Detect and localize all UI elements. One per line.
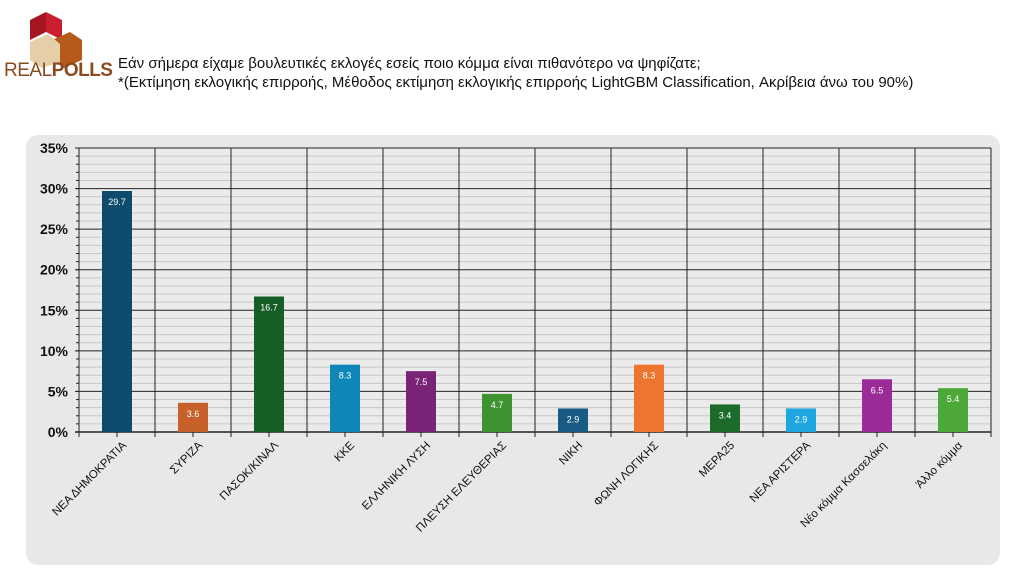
bar-3 <box>254 296 284 432</box>
bar-8 <box>634 364 664 432</box>
bar-5 <box>406 371 436 432</box>
data-label: 29.7 <box>108 197 126 207</box>
bar-2 <box>178 402 208 432</box>
x-tick-label: ΝΕΑ ΔΗΜΟΚΡΑΤΙΑ <box>50 439 129 518</box>
y-tick-label: 25% <box>40 221 69 237</box>
y-tick-label: 5% <box>48 383 69 399</box>
realpolls-logo <box>30 12 82 68</box>
bar-6 <box>482 393 512 432</box>
x-tick-label: ΠΑΣΟΚ/ΚΙΝΑΛ <box>218 439 281 502</box>
x-tick-label: ΕΛΛΗΝΙΚΗ ΛΥΣΗ <box>360 440 433 513</box>
y-tick-label: 30% <box>40 181 69 197</box>
data-label: 8.3 <box>339 371 352 381</box>
bar-7 <box>558 408 588 432</box>
data-label: 7.5 <box>415 377 428 387</box>
bar-4 <box>330 364 360 432</box>
y-tick-label: 10% <box>40 343 69 359</box>
data-label: 3.6 <box>187 409 200 419</box>
data-label: 6.5 <box>871 385 884 395</box>
bar-1 <box>102 191 132 432</box>
data-label: 5.4 <box>947 394 960 404</box>
x-tick-label: ΚΚΕ <box>332 439 357 464</box>
x-tick-label: ΝΙΚΗ <box>557 440 585 468</box>
logo-wordmark: REALPOLLS <box>4 60 113 81</box>
x-tick-label: ΜΕΡΑ25 <box>697 440 737 480</box>
data-label: 8.3 <box>643 371 656 381</box>
bar-10 <box>786 408 816 432</box>
data-label: 4.7 <box>491 400 504 410</box>
y-tick-label: 20% <box>40 262 69 278</box>
y-tick-label: 35% <box>40 140 69 156</box>
y-tick-label: 0% <box>48 424 69 440</box>
x-tick-label: ΣΥΡΙΖΑ <box>168 439 205 476</box>
x-tick-label: ΠΛΕΥΣΗ ΕΛΕΥΘΕΡΙΑΣ <box>414 440 509 535</box>
bar-11 <box>862 379 892 432</box>
y-tick-label: 15% <box>40 302 69 318</box>
x-tick-label: ΝΕΑ ΑΡΙΣΤΕΡΑ <box>748 439 814 505</box>
title-note: *(Εκτίμηση εκλογικής επιρροής, Μέθοδος ε… <box>118 74 914 91</box>
bar-12 <box>938 388 968 432</box>
data-label: 2.9 <box>567 414 580 424</box>
x-tick-label: Νέο κόμμα Κασσελάκη <box>799 440 890 531</box>
bar-9 <box>710 404 740 432</box>
x-tick-label: Άλλο κόμμα <box>914 439 966 491</box>
data-label: 16.7 <box>260 302 278 312</box>
data-label: 2.9 <box>795 414 808 424</box>
title-question: Εάν σήμερα είχαμε βουλευτικές εκλογές εσ… <box>118 55 701 72</box>
x-tick-label: ΦΩΝΗ ΛΟΓΙΚΗΣ <box>592 440 661 509</box>
data-label: 3.4 <box>719 410 732 420</box>
chart-title: Εάν σήμερα είχαμε βουλευτικές εκλογές εσ… <box>118 54 998 92</box>
